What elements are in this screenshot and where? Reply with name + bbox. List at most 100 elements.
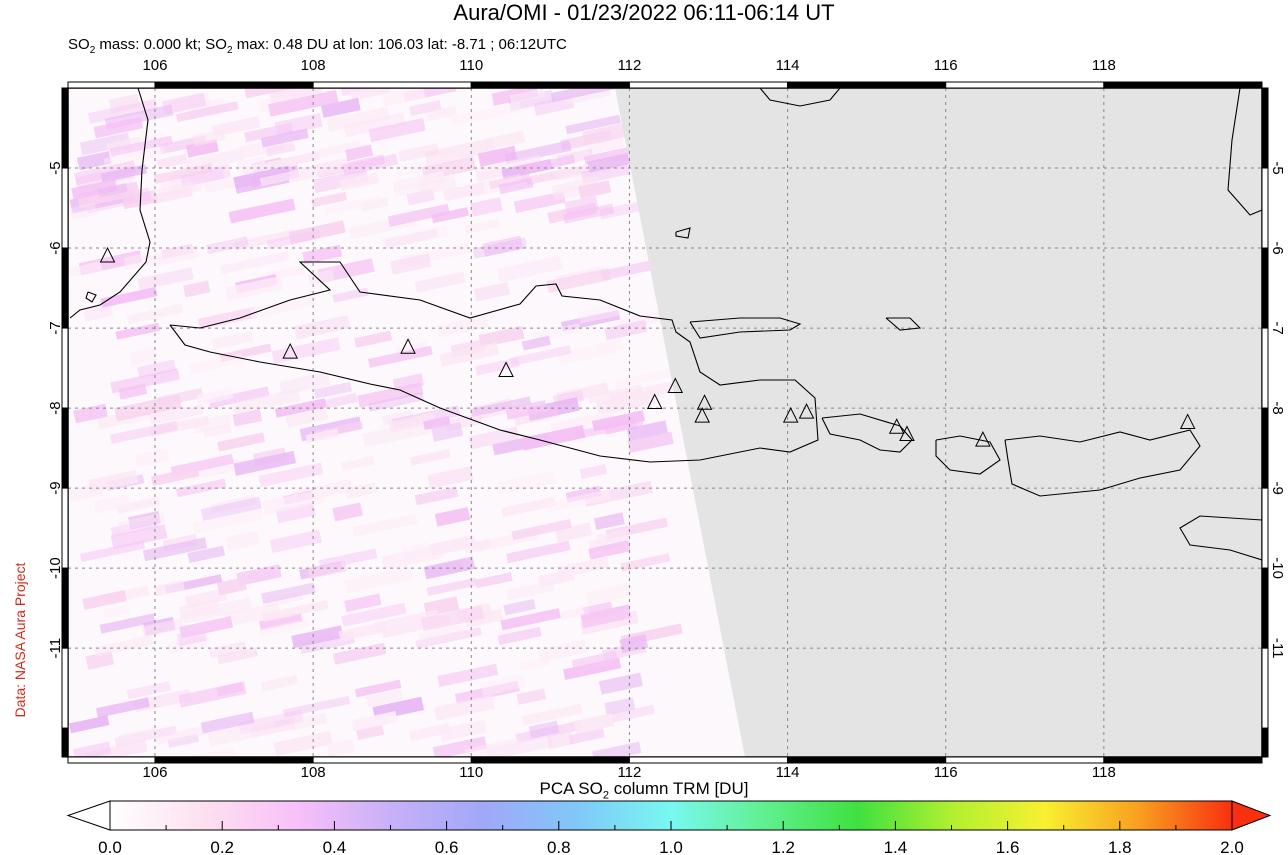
volcano-marker: [667, 377, 684, 393]
so2-pixel: [436, 314, 489, 338]
flores-coastline: [1179, 515, 1262, 561]
frame-bar-top: [67, 81, 156, 89]
so2-pixel: [439, 719, 487, 742]
so2-pixel: [203, 423, 232, 438]
so2-pixel: [422, 416, 451, 431]
so2-pixel: [178, 681, 247, 708]
frame-bar-left: [61, 407, 69, 489]
so2-pixel: [591, 410, 645, 432]
so2-pixel: [464, 538, 492, 554]
lon-tick-label: 112: [617, 57, 641, 74]
so2-pixel: [362, 419, 432, 448]
colorbar-tick-label: 1.0: [659, 838, 683, 855]
so2-pixel: [219, 251, 290, 275]
volcano-marker: [400, 338, 416, 354]
lon-tick-label: 108: [301, 764, 326, 781]
so2-pixel: [505, 540, 571, 564]
so2-pixel: [360, 197, 389, 212]
so2-pixel: [546, 731, 574, 750]
lombok-coastline: [935, 435, 1001, 475]
lat-tick-label: -8: [1269, 401, 1286, 414]
frame-bar-right: [1261, 87, 1269, 169]
so2-pixel: [260, 674, 299, 692]
lat-tick-label: -7: [47, 321, 64, 334]
so2-pixel: [604, 697, 636, 716]
so2-pixel: [332, 502, 363, 522]
frame-bar-right: [1261, 567, 1269, 649]
so2-pixel: [324, 195, 382, 216]
colorbar-tick-label: 1.6: [996, 838, 1020, 855]
frame-bar-left: [61, 327, 69, 409]
so2-pixel: [390, 253, 432, 275]
so2-pixel: [395, 152, 465, 178]
so2-pixel: [233, 165, 291, 189]
lat-tick-label: -7: [1269, 321, 1286, 334]
volcano-marker: [899, 425, 915, 442]
so2-pixel: [513, 406, 559, 426]
chart-title: Aura/OMI - 01/23/2022 06:11-06:14 UT: [453, 0, 835, 25]
so2-pixel: [464, 737, 521, 757]
so2-pixel: [341, 602, 407, 627]
so2-pixel: [482, 130, 526, 151]
frame-bar-top: [154, 81, 314, 89]
so2-pixel: [344, 593, 382, 613]
so2-pixel: [93, 117, 144, 139]
so2-pixel: [478, 325, 525, 348]
so2-pixel: [620, 553, 671, 572]
so2-pixel: [415, 626, 482, 649]
so2-pixel: [68, 261, 103, 277]
so2-pixel: [559, 605, 590, 621]
so2-pixel: [509, 88, 545, 105]
frame-bar-bottom: [1103, 756, 1263, 764]
so2-pixel: [175, 101, 239, 123]
so2-pixel: [439, 342, 500, 367]
so2-pixel: [414, 486, 459, 506]
so2-pixel: [97, 182, 128, 198]
colorbar-max-arrow: [1231, 800, 1272, 831]
so2-pixel: [351, 711, 398, 732]
so2-pixel: [475, 357, 520, 376]
so2-pixel: [560, 309, 621, 332]
so2-pixel: [568, 728, 605, 745]
frame-bar-left: [61, 247, 69, 329]
sumbawa-coastline: [1004, 429, 1201, 497]
so2-pixel: [99, 613, 156, 634]
so2-pixel: [464, 218, 501, 234]
so2-pixel: [233, 450, 297, 476]
so2-pixel: [233, 229, 295, 251]
so2-pixel: [109, 135, 173, 157]
so2-pixel: [102, 604, 131, 619]
data-credit: Data: NASA Aura Project: [12, 562, 28, 718]
so2-pixel: [604, 319, 648, 341]
so2-pixel: [342, 153, 399, 176]
colorbar-tick-label: 0.6: [435, 838, 459, 855]
lat-tick-label: -10: [47, 557, 64, 579]
so2-pixel: [339, 172, 380, 191]
so2-pixel: [208, 386, 270, 409]
so2-pixel: [244, 88, 302, 99]
so2-pixel: [211, 331, 254, 350]
so2-pixel: [425, 105, 458, 122]
so2-pixel: [217, 432, 266, 452]
so2-pixel: [619, 634, 649, 654]
so2-pixel: [288, 220, 346, 245]
frame-bar-right: [1261, 327, 1269, 409]
colorbar-tick-label: 2.0: [1220, 838, 1244, 855]
so2-pixel: [74, 160, 137, 186]
so2-pixel: [433, 695, 495, 721]
so2-pixel: [332, 642, 387, 665]
so2-pixel: [480, 673, 526, 696]
so2-pixel: [137, 267, 194, 291]
so2-pixel: [409, 100, 442, 116]
so2-pixel: [216, 577, 247, 596]
so2-pixel: [578, 180, 612, 199]
so2-pixel: [69, 715, 110, 734]
so2-pixel: [626, 420, 668, 442]
frame-bar-top: [628, 81, 789, 89]
so2-pixel: [210, 495, 257, 514]
frame-bar-right: [1261, 247, 1269, 329]
lon-tick-label: 112: [617, 764, 641, 781]
so2-pixel: [406, 188, 435, 206]
frame-bar-bottom: [470, 756, 630, 764]
so2-pixel: [550, 88, 619, 103]
